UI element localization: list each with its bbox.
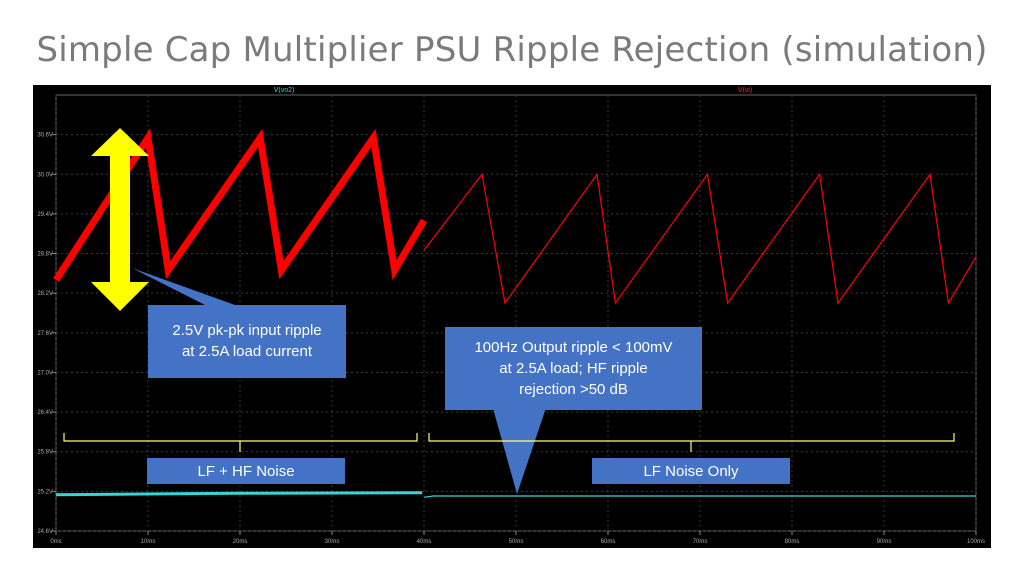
input-ripple-text: 2.5V pk-pk input ripple at 2.5A load cur… (148, 320, 346, 362)
series-layer (53, 128, 977, 498)
input-ripple-line-1: 2.5V pk-pk input ripple (172, 322, 322, 339)
y-tick-label: 28.2V (37, 291, 53, 297)
y-tick-label: 24.6V (37, 529, 53, 535)
y-tick-label: 30.6V (37, 133, 53, 139)
x-tick-label: 30ms (325, 539, 340, 545)
output-ripple-line-3: rejection >50 dB (519, 381, 628, 398)
y-tick-label: 26.4V (37, 410, 53, 416)
output-ripple-callout (445, 327, 702, 410)
brace-left (63, 433, 418, 452)
x-tick-label: 100ms (967, 539, 985, 545)
input-ripple-callout-pointer (132, 268, 235, 305)
input-ripple-line-2: at 2.5A load current (181, 343, 313, 360)
y-tick-label: 28.8V (37, 252, 53, 258)
x-tick-label: 60ms (601, 539, 616, 545)
slide-title: Simple Cap Multiplier PSU Ripple Rejecti… (36, 30, 988, 70)
series-v-vi-thick (53, 128, 428, 282)
output-ripple-callout-pointer (492, 405, 547, 494)
y-tick-label: 27.6V (37, 331, 53, 337)
brace-right (428, 433, 955, 452)
x-tick-label: 0ms (50, 539, 61, 545)
x-tick-label: 10ms (141, 539, 156, 545)
x-tick-label: 80ms (785, 539, 800, 545)
series-v-vo2-thick (55, 491, 423, 497)
x-tick-label: 70ms (693, 539, 708, 545)
output-ripple-line-1: 100Hz Output ripple < 100mV (474, 339, 673, 356)
input-ripple-callout (148, 305, 346, 378)
y-tick-label: 25.2V (37, 489, 53, 495)
region-label-right: LF Noise Only (592, 458, 790, 484)
x-tick-label: 40ms (417, 539, 432, 545)
x-tick-label: 90ms (877, 539, 892, 545)
x-tick-label: 20ms (233, 539, 248, 545)
series-v-vo2-thin (423, 495, 976, 498)
y-tick-label: 25.8V (37, 450, 53, 456)
y-tick-label: 27.0V (37, 370, 53, 376)
output-ripple-line-2: at 2.5A load; HF ripple (499, 360, 648, 377)
output-ripple-text: 100Hz Output ripple < 100mV at 2.5A load… (445, 337, 702, 400)
legend-vo2[interactable]: V(vo2) (274, 87, 295, 94)
y-tick-label: 30.0V (37, 172, 53, 178)
x-tick-label: 50ms (509, 539, 524, 545)
ticks-layer: 24.6V 25.2V 25.8V 26.4V 27.0V 27.6V 28.2V 28.8V… (37, 133, 985, 545)
ripple-double-arrow (91, 128, 149, 311)
region-label-left: LF + HF Noise (147, 458, 345, 484)
y-tick-label: 29.4V (37, 212, 53, 218)
legend-vi[interactable]: V(vi) (738, 87, 752, 94)
series-v-vi-thin (423, 172, 977, 305)
